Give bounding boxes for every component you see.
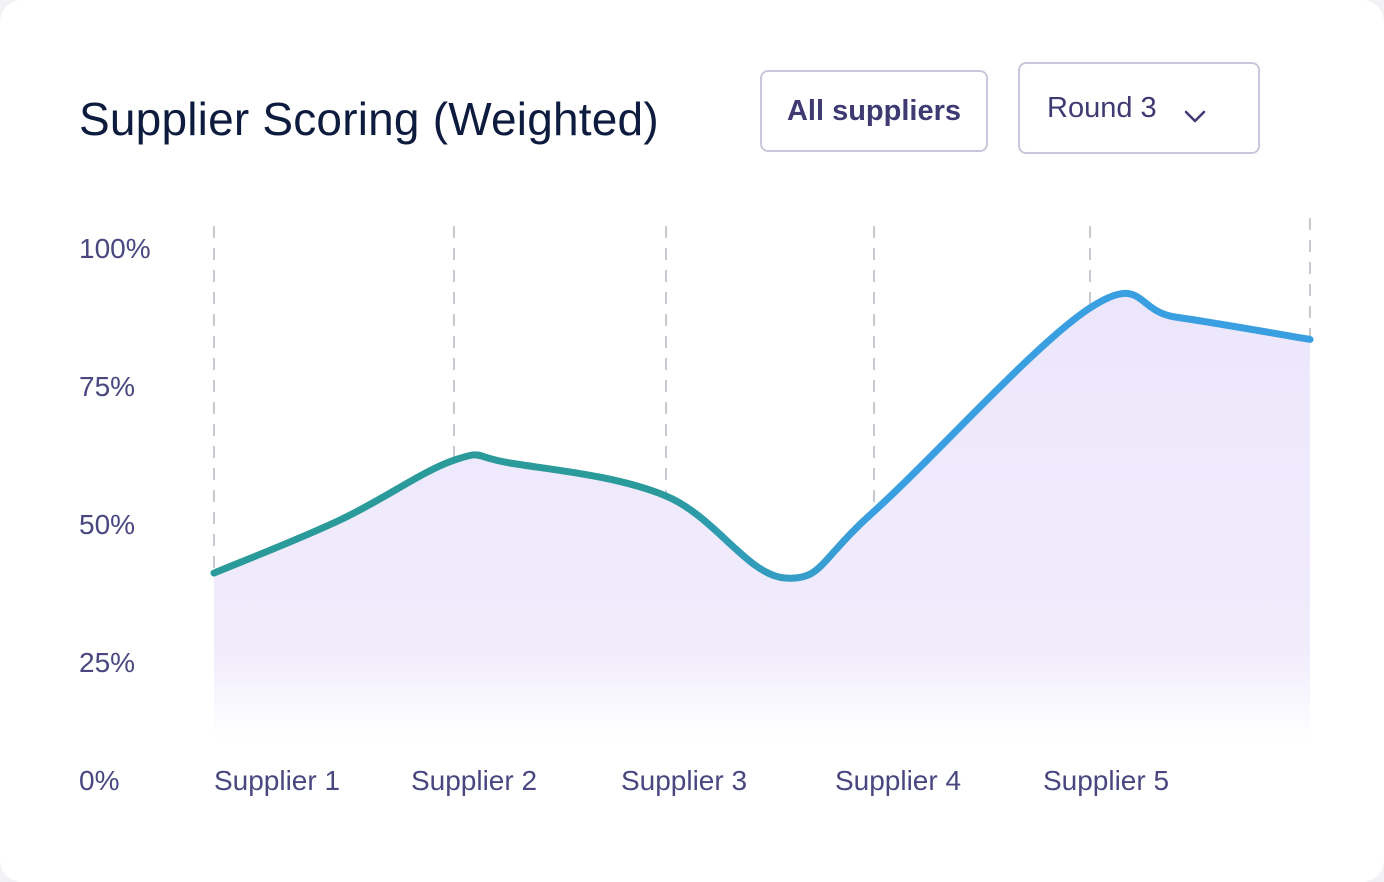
x-tick-label: Supplier 4 [835,765,961,796]
x-tick-label: Supplier 3 [621,765,747,796]
chevron-down-icon [1183,100,1207,123]
x-tick-label: Supplier 2 [411,765,537,796]
x-tick-label: Supplier 1 [214,765,340,796]
y-tick-label: 50% [79,509,135,540]
chart-title: Supplier Scoring (Weighted) [79,93,659,145]
all-suppliers-button[interactable]: All suppliers [760,70,988,152]
y-tick-label: 0% [79,765,119,796]
y-tick-label: 75% [79,371,135,402]
x-tick-label: Supplier 5 [1043,765,1169,796]
round-select-label: Round 3 [1047,91,1157,124]
series-line [210,289,1314,582]
y-tick-label: 25% [79,647,135,678]
area-fill [214,293,1310,742]
round-select[interactable]: Round 3 [1018,62,1260,154]
all-suppliers-label: All suppliers [786,94,962,127]
y-tick-label: 100% [79,233,151,264]
